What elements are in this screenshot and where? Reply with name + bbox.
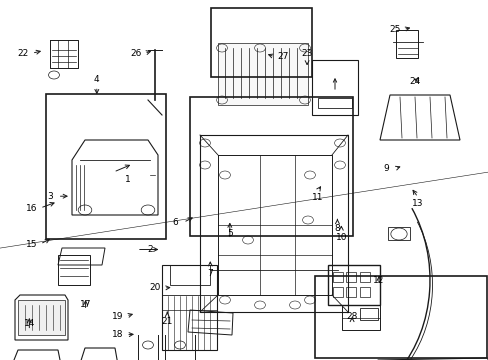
Text: 5: 5 <box>226 230 232 239</box>
Text: 14: 14 <box>23 320 35 328</box>
Text: 20: 20 <box>149 284 161 292</box>
Text: 13: 13 <box>411 199 423 208</box>
Text: 4: 4 <box>94 76 100 85</box>
Bar <box>327 265 379 305</box>
Bar <box>211 8 311 77</box>
Text: 3: 3 <box>47 192 53 201</box>
Bar <box>58 255 90 285</box>
Text: 24: 24 <box>408 77 420 85</box>
Text: 19: 19 <box>111 311 123 320</box>
Bar <box>18 300 65 335</box>
Bar <box>46 94 166 239</box>
Text: 12: 12 <box>372 276 384 284</box>
Bar <box>317 98 351 108</box>
Bar <box>346 272 355 282</box>
Text: 27: 27 <box>276 52 288 61</box>
Text: 17: 17 <box>80 300 91 309</box>
Bar <box>359 308 377 320</box>
Text: 9: 9 <box>383 164 388 173</box>
Bar <box>395 30 417 58</box>
Bar <box>311 60 357 115</box>
Text: 7: 7 <box>207 269 213 278</box>
Bar <box>315 276 486 358</box>
Text: 11: 11 <box>311 193 323 202</box>
Text: 28: 28 <box>346 311 357 320</box>
Bar <box>359 287 369 297</box>
Bar <box>189 97 352 236</box>
Text: 21: 21 <box>161 317 173 326</box>
Bar <box>341 305 379 330</box>
Bar <box>218 43 307 105</box>
Text: 2: 2 <box>147 245 153 254</box>
Text: 25: 25 <box>388 25 400 34</box>
Text: 16: 16 <box>26 203 38 212</box>
Text: 23: 23 <box>301 49 312 58</box>
Bar <box>170 265 209 285</box>
Bar <box>346 287 355 297</box>
Bar <box>332 272 342 282</box>
Text: 22: 22 <box>18 49 29 58</box>
Text: 26: 26 <box>130 49 142 58</box>
Bar <box>332 287 342 297</box>
Bar <box>387 227 409 240</box>
Text: 10: 10 <box>335 233 346 242</box>
Text: 8: 8 <box>334 224 340 233</box>
Bar <box>162 265 217 350</box>
Bar <box>359 272 369 282</box>
Text: 1: 1 <box>125 175 131 184</box>
Text: 15: 15 <box>26 240 38 248</box>
Text: 6: 6 <box>172 218 178 227</box>
Text: 18: 18 <box>111 330 123 339</box>
